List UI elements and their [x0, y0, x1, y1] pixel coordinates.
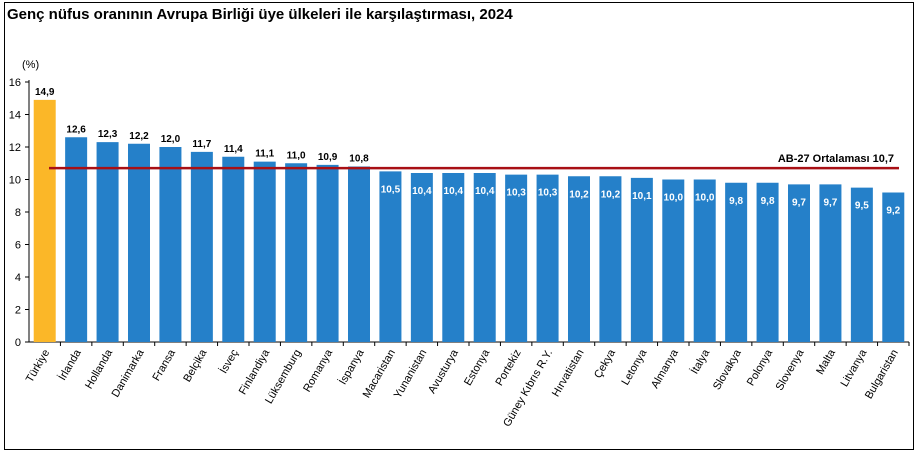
- bars: [33, 99, 910, 346]
- category-label: Çekya: [592, 347, 618, 381]
- bar: [285, 163, 308, 342]
- y-tick-label: 16: [9, 77, 21, 89]
- value-label: 11,7: [192, 139, 211, 150]
- category-label: Fransa: [151, 347, 179, 383]
- bar: [410, 173, 433, 342]
- bar: [693, 179, 716, 342]
- bar: [33, 99, 56, 343]
- y-axis-label: (%): [22, 59, 39, 71]
- category-label: Danimarka: [110, 347, 147, 400]
- category-label: Bulgaristan: [863, 348, 901, 402]
- bar: [348, 166, 370, 342]
- bar: [788, 184, 810, 343]
- value-label: 10,4: [412, 186, 432, 197]
- category-label: Slovenya: [774, 347, 807, 393]
- bar: [96, 142, 119, 343]
- value-label: 10,8: [349, 154, 369, 165]
- category-label: Hırvatistan: [550, 348, 587, 400]
- y-tick-label: 8: [15, 207, 21, 219]
- category-label: Estonya: [462, 347, 493, 388]
- y-tick-label: 12: [9, 142, 21, 154]
- value-label: 10,4: [475, 186, 495, 197]
- bar: [190, 151, 213, 343]
- category-label: Yunanistan: [392, 348, 430, 401]
- category-label: İsveç: [217, 347, 241, 376]
- bar: [599, 176, 622, 342]
- chart-title: Genç nüfus oranının Avrupa Birliği üye ü…: [7, 6, 513, 23]
- y-tick-label: 4: [15, 272, 21, 284]
- bar: [568, 176, 590, 342]
- value-label: 9,7: [792, 197, 806, 208]
- average-line-label: AB-27 Ortalaması 10,7: [778, 153, 894, 165]
- bar: [819, 184, 842, 343]
- bar: [850, 187, 873, 343]
- y-tick-label: 6: [15, 240, 21, 252]
- category-label: Polonya: [745, 347, 776, 388]
- category-label: İspanya: [336, 346, 367, 387]
- value-label: 10,3: [538, 188, 558, 199]
- bar: [725, 182, 748, 342]
- category-label: Almanya: [649, 347, 681, 391]
- category-label: Letonya: [619, 347, 649, 388]
- bar: [473, 173, 496, 342]
- value-label: 10,4: [444, 186, 464, 197]
- value-label: 11,4: [224, 144, 243, 155]
- bar: [159, 147, 182, 342]
- category-label: Belçika: [181, 347, 210, 384]
- y-tick-label: 0: [15, 337, 21, 349]
- value-label: 12,3: [98, 129, 118, 140]
- bar: [882, 192, 905, 342]
- y-tick-label: 14: [9, 110, 21, 122]
- category-label: Hollanda: [83, 347, 116, 391]
- category-label: Portekiz: [493, 348, 523, 388]
- value-label: 9,2: [886, 206, 900, 217]
- value-label: 10,1: [632, 191, 652, 202]
- value-label: 9,8: [761, 196, 775, 207]
- average-line-group: AB-27 Ortalaması 10,7: [49, 153, 899, 170]
- bar: [442, 173, 465, 342]
- value-label: 12,0: [161, 134, 181, 145]
- category-label: Malta: [814, 347, 838, 377]
- value-label: 12,6: [66, 124, 86, 135]
- category-label: Avusturya: [426, 347, 461, 396]
- value-label: 10,0: [664, 193, 684, 204]
- value-label: 10,5: [381, 184, 401, 195]
- category-label: Litvanya: [839, 347, 870, 389]
- bar: [222, 156, 245, 342]
- y-tick-label: 10: [9, 175, 21, 187]
- category-label: Türkiye: [24, 348, 52, 385]
- bar: [662, 179, 685, 342]
- bar: [536, 174, 559, 343]
- bar: [505, 174, 528, 343]
- value-label: 10,9: [318, 152, 338, 163]
- value-label: 11,0: [287, 150, 306, 161]
- value-label: 10,2: [569, 189, 589, 200]
- bar: [630, 177, 653, 343]
- value-label: 10,0: [695, 193, 715, 204]
- bar: [253, 161, 276, 343]
- value-label: 11,1: [255, 149, 274, 160]
- value-label: 9,5: [855, 201, 869, 212]
- category-label: Finlandiya: [237, 347, 273, 397]
- value-label: 9,7: [823, 197, 837, 208]
- value-label: 10,3: [506, 188, 526, 199]
- category-label: Slovakya: [711, 347, 744, 392]
- bar: [316, 164, 339, 343]
- value-label: 12,2: [129, 131, 149, 142]
- bar: [379, 171, 402, 343]
- category-label: Romanya: [301, 347, 335, 395]
- category-label: İrlanda: [56, 346, 85, 382]
- bar: [756, 182, 779, 342]
- bar: [128, 143, 150, 342]
- value-label: 14,9: [35, 87, 55, 98]
- value-labels: 14,9 12,6 12,3 12,2 12,0 11,7 11,4 11,1 11,0 10,9…: [35, 87, 901, 217]
- bar: [65, 137, 88, 342]
- y-tick-label: 2: [15, 305, 21, 317]
- category-label: İtalya: [688, 346, 713, 376]
- value-label: 9,8: [729, 196, 743, 207]
- value-label: 10,2: [601, 189, 621, 200]
